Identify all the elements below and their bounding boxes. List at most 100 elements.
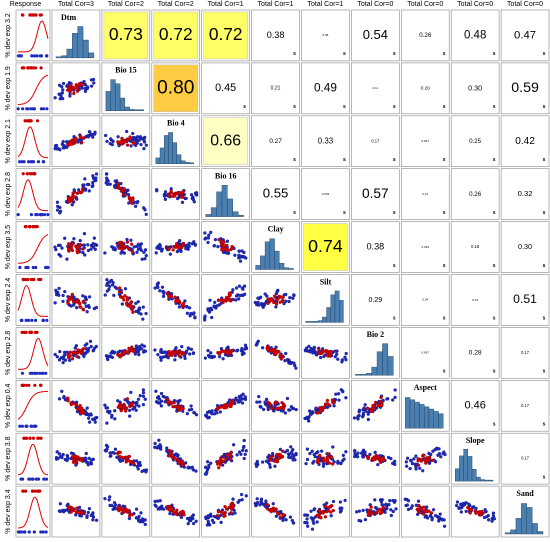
scatter-dot xyxy=(113,447,118,451)
panel: 0.033 s xyxy=(301,168,350,220)
histogram-bar xyxy=(531,523,538,535)
scatter-dot xyxy=(163,400,167,404)
scatter-dot xyxy=(86,416,91,420)
histogram-bar xyxy=(180,160,186,164)
scatter-dot xyxy=(67,242,71,246)
response-panel xyxy=(15,115,51,168)
histogram-bar xyxy=(438,413,444,429)
histogram-bar xyxy=(433,411,439,429)
scatter-dot xyxy=(275,453,279,457)
scatter-dot xyxy=(238,293,242,298)
response-curve xyxy=(18,233,49,264)
scatter-dot xyxy=(265,294,269,298)
scatter-dot xyxy=(82,243,86,247)
scatter-dot xyxy=(325,354,330,358)
scatter-dot xyxy=(480,509,484,514)
panel xyxy=(51,115,101,168)
correlation-highlight xyxy=(153,11,198,60)
scatter-dot xyxy=(212,412,217,416)
response-curve xyxy=(17,496,49,529)
scatter-dot xyxy=(105,356,110,360)
scatter-dot xyxy=(75,455,79,460)
scatter-dot xyxy=(125,240,130,244)
significance-mark: s xyxy=(343,157,346,163)
scatter-dot xyxy=(272,459,277,463)
significance-mark: s xyxy=(543,51,546,57)
histogram-bar xyxy=(232,211,239,217)
correlation-value: 0.32 xyxy=(518,189,533,198)
scatter-dot xyxy=(81,136,86,140)
correlation-value: 0.033 xyxy=(322,192,330,196)
scatter-dot xyxy=(332,404,336,408)
histogram-bar xyxy=(455,468,460,482)
panel xyxy=(101,379,151,432)
scatter-dot xyxy=(71,300,76,304)
scatter-dot xyxy=(255,303,259,307)
response-dot xyxy=(34,477,38,481)
scatter-dot xyxy=(195,191,199,195)
scatter-dot xyxy=(224,507,229,511)
scatter-dot xyxy=(118,450,122,455)
scatter-dot xyxy=(353,448,357,453)
scatter-dot xyxy=(89,247,93,251)
scatter-dot xyxy=(176,399,180,403)
scatter-dot xyxy=(143,518,147,522)
scatter-dot xyxy=(159,350,163,354)
panel: 0.17 s xyxy=(351,115,400,168)
scatter-dot xyxy=(282,402,286,407)
scatter-dot xyxy=(274,292,279,296)
scatter-dot xyxy=(65,257,69,261)
significance-mark: s xyxy=(493,157,496,163)
scatter-dot xyxy=(94,172,99,176)
scatter-dot xyxy=(183,356,187,361)
variable-label: Silt xyxy=(320,277,332,286)
scatter-dot xyxy=(67,200,71,204)
scatter-dot xyxy=(80,86,84,90)
scatter-dot xyxy=(424,456,428,461)
scatter-dot xyxy=(137,307,142,312)
correlation-value: 0.033 xyxy=(421,245,429,249)
scatter-dot xyxy=(289,445,293,449)
scatter-dot xyxy=(61,360,65,365)
scatter-dot xyxy=(264,459,269,463)
scatter-dot xyxy=(454,503,459,508)
panel xyxy=(301,379,350,432)
column-header: Total Cor=1 xyxy=(208,1,244,8)
scatter-dot xyxy=(105,421,109,425)
scatter-dot xyxy=(116,135,120,139)
scatter-dot xyxy=(229,511,233,515)
correlation-value: 0.66 xyxy=(210,132,241,149)
histogram-bar xyxy=(419,404,425,429)
scatter-dot xyxy=(55,208,60,212)
scatter-dot xyxy=(74,513,78,517)
scatter-dot xyxy=(122,404,127,408)
scatter-dot xyxy=(220,248,224,252)
scatter-dot xyxy=(209,461,213,465)
panel: 0.18 s xyxy=(450,221,500,273)
scatter-dot xyxy=(405,503,409,507)
scatter-dot xyxy=(163,197,168,201)
scatter-dot xyxy=(308,451,312,456)
scatter-dot xyxy=(243,452,247,457)
scatter-dot xyxy=(219,243,224,247)
scatter-dot xyxy=(209,351,213,355)
scatter-dot xyxy=(285,448,290,453)
scatter-dot xyxy=(174,512,178,516)
scatter-dot xyxy=(170,456,175,460)
panel: 0.28 s xyxy=(450,327,500,379)
scatter-dot xyxy=(81,294,85,298)
scatter-dot xyxy=(242,438,246,443)
scatter-dot xyxy=(491,511,496,515)
scatter-dot xyxy=(58,243,62,247)
panel xyxy=(201,274,250,326)
panel: 0.73 xyxy=(101,9,151,62)
scatter-dot xyxy=(191,521,196,526)
scatter-dot xyxy=(241,287,245,291)
scatter-dot xyxy=(129,301,133,306)
response-dot xyxy=(24,225,28,229)
response-dot xyxy=(24,265,28,270)
scatter-dot xyxy=(153,286,157,290)
column-header: Total Cor=1 xyxy=(307,1,343,8)
significance-mark: s xyxy=(443,316,446,322)
scatter-dot xyxy=(371,406,376,411)
